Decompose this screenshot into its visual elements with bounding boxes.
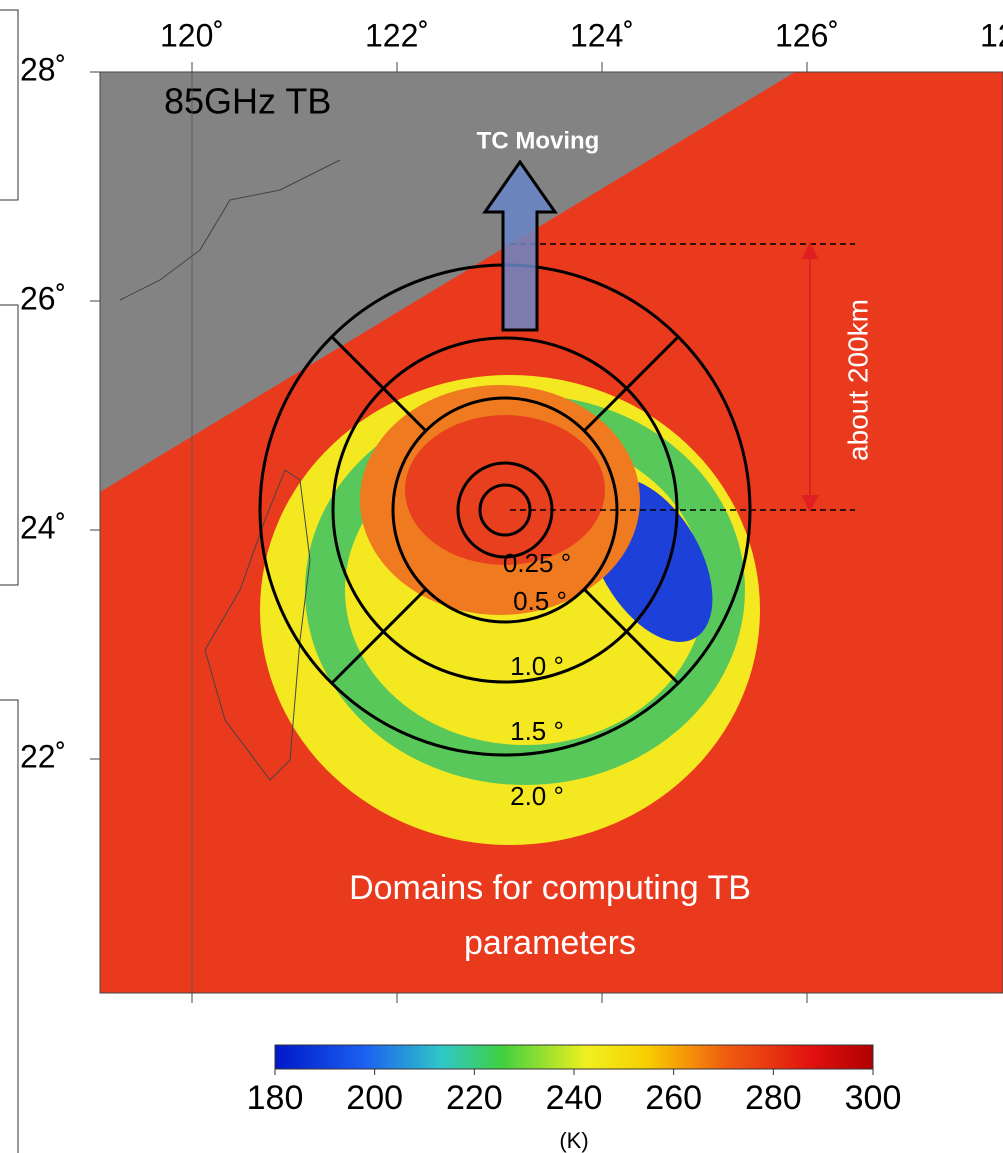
y-tick-label: 24˚: [20, 509, 66, 545]
distance-label: about 200km: [842, 299, 873, 461]
ring-label: 1.0 °: [510, 651, 564, 681]
y-tick-label: 26˚: [20, 280, 66, 316]
colorbar-tick-label: 240: [546, 1079, 603, 1117]
x-tick-label: 122˚: [365, 17, 429, 53]
y-tick-label: 28˚: [20, 51, 66, 87]
x-tick-label: 124˚: [570, 17, 634, 53]
caption: Domains for computing TB: [349, 869, 751, 907]
moving-label: TC Moving: [477, 127, 600, 154]
x-tick-label: 120˚: [160, 17, 224, 53]
ring-label: 2.0 °: [510, 781, 564, 811]
side-box: [0, 10, 18, 200]
x-tick-label: 126˚: [775, 17, 839, 53]
colorbar-tick-label: 200: [346, 1079, 403, 1117]
ring-label: 0.5 °: [513, 586, 567, 616]
ring-label: 0.25 °: [503, 548, 571, 578]
colorbar-tick-label: 220: [446, 1079, 503, 1117]
caption: parameters: [464, 924, 636, 962]
map-title: 85GHz TB: [164, 81, 331, 122]
x-tick-label: 128˚: [980, 17, 1003, 53]
figure: 85GHz TB TC Moving about 200km Domains f…: [0, 0, 1003, 1153]
y-tick-label: 22˚: [20, 738, 66, 774]
colorbar-tick-label: 280: [745, 1079, 802, 1117]
colorbar-tick-label: 300: [845, 1079, 902, 1117]
colorbar-unit: (K): [559, 1128, 588, 1153]
ring-label: 1.5 °: [510, 716, 564, 746]
colorbar-tick-label: 180: [247, 1079, 304, 1117]
colorbar-tick-label: 260: [645, 1079, 702, 1117]
side-box: [0, 700, 18, 1153]
eye: [405, 415, 605, 565]
colorbar: [275, 1045, 873, 1069]
side-box: [0, 305, 18, 585]
